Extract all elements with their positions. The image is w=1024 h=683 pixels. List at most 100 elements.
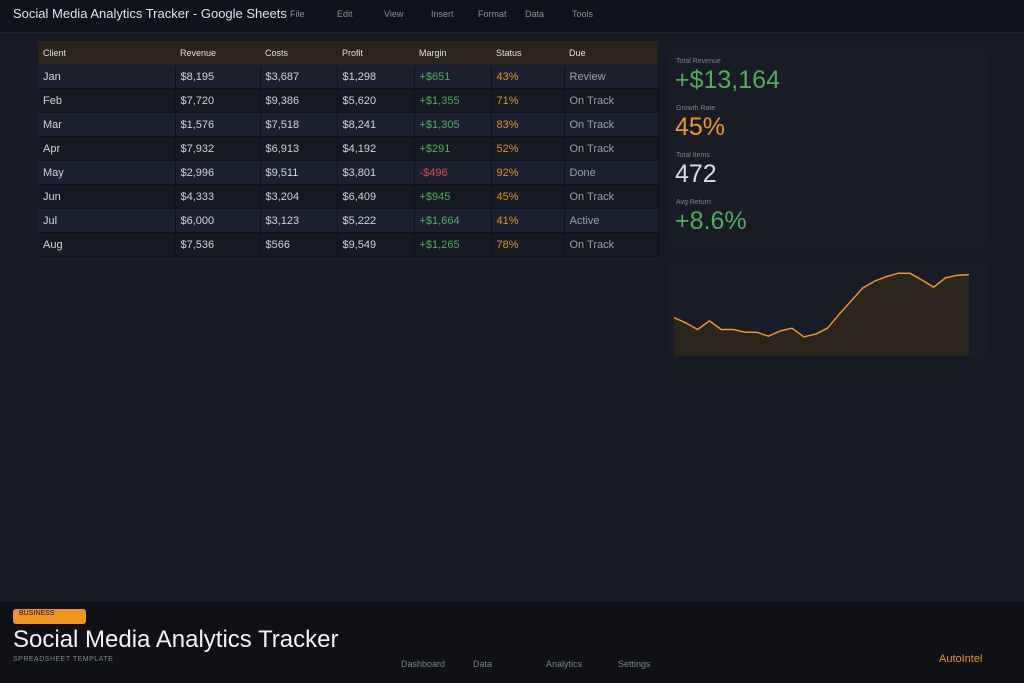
table-row: Jun $4,333 $3,204 $6,409 +$945 45% On Tr… xyxy=(38,184,659,209)
cell-revenue[interactable]: $4,333 xyxy=(175,184,261,209)
header-due[interactable]: Due xyxy=(564,41,658,65)
cell-due[interactable]: Review xyxy=(564,65,659,89)
cell-costs[interactable]: $7,518 xyxy=(260,112,338,137)
cell-status[interactable]: 52% xyxy=(491,136,565,161)
app-title: Social Media Analytics Tracker - Google … xyxy=(13,6,287,21)
stat-value-total-items: 472 xyxy=(675,160,717,188)
cell-client[interactable]: Aug xyxy=(38,232,176,257)
table-row: Jul $6,000 $3,123 $5,222 +$1,664 41% Act… xyxy=(38,208,659,233)
cell-costs[interactable]: $3,204 xyxy=(260,184,338,209)
cell-status[interactable]: 43% xyxy=(491,65,565,89)
nav-settings[interactable]: Settings xyxy=(618,659,651,669)
header-margin[interactable]: Margin xyxy=(414,41,491,65)
data-table: Client Revenue Costs Profit Margin Statu… xyxy=(38,41,659,257)
chart-series-line xyxy=(673,272,970,338)
cell-margin[interactable]: +$651 xyxy=(414,65,492,89)
header-costs[interactable]: Costs xyxy=(260,41,337,65)
cell-costs[interactable]: $9,386 xyxy=(260,88,338,113)
stat-value-total-revenue: +$13,164 xyxy=(675,66,780,94)
cell-profit[interactable]: $5,222 xyxy=(337,208,415,233)
cell-status[interactable]: 83% xyxy=(491,112,565,137)
cell-client[interactable]: Jul xyxy=(38,208,176,233)
cell-due[interactable]: On Track xyxy=(564,88,659,113)
table-row: Feb $7,720 $9,386 $5,620 +$1,355 71% On … xyxy=(38,88,659,113)
cell-revenue[interactable]: $7,932 xyxy=(175,136,261,161)
cell-status[interactable]: 45% xyxy=(491,184,565,209)
menu-format[interactable]: Format xyxy=(478,9,507,19)
cell-margin[interactable]: +$1,355 xyxy=(414,88,492,113)
cell-client[interactable]: May xyxy=(38,160,176,185)
cell-costs[interactable]: $566 xyxy=(260,232,338,257)
cell-due[interactable]: Active xyxy=(564,208,659,233)
footer-title: Social Media Analytics Tracker xyxy=(13,626,339,653)
cell-status[interactable]: 78% xyxy=(491,232,565,257)
title-bar: Social Media Analytics Tracker - Google … xyxy=(0,0,1024,33)
menu-tools[interactable]: Tools xyxy=(572,9,594,19)
table-row: Jan $8,195 $3,687 $1,298 +$651 43% Revie… xyxy=(38,65,659,89)
cell-profit[interactable]: $1,298 xyxy=(337,65,415,89)
nav-dashboard[interactable]: Dashboard xyxy=(401,659,446,669)
brand-logo: AutoIntel xyxy=(939,653,983,665)
cell-client[interactable]: Feb xyxy=(38,88,176,113)
cell-revenue[interactable]: $7,720 xyxy=(175,88,261,113)
cell-profit[interactable]: $3,801 xyxy=(337,160,415,185)
stat-label-total-items: Total Items xyxy=(676,152,710,159)
header-profit[interactable]: Profit xyxy=(337,41,414,65)
stat-label-avg-return: Avg Return xyxy=(676,199,711,206)
menu-insert[interactable]: Insert xyxy=(431,9,454,19)
nav-analytics[interactable]: Analytics xyxy=(546,659,583,669)
table-row: Aug $7,536 $566 $9,549 +$1,265 78% On Tr… xyxy=(38,232,659,257)
cell-costs[interactable]: $3,123 xyxy=(260,208,338,233)
footer-subtitle: SPREADSHEET TEMPLATE xyxy=(13,656,114,663)
cell-margin[interactable]: +$291 xyxy=(414,136,492,161)
cell-margin[interactable]: +$945 xyxy=(414,184,492,209)
cell-revenue[interactable]: $6,000 xyxy=(175,208,261,233)
cell-client[interactable]: Apr xyxy=(38,136,176,161)
cell-status[interactable]: 41% xyxy=(491,208,565,233)
cell-client[interactable]: Jun xyxy=(38,184,176,209)
cell-due[interactable]: On Track xyxy=(564,232,659,257)
cell-status[interactable]: 71% xyxy=(491,88,565,113)
header-status[interactable]: Status xyxy=(491,41,564,65)
cell-profit[interactable]: $8,241 xyxy=(337,112,415,137)
cell-profit[interactable]: $4,192 xyxy=(337,136,415,161)
menu-edit[interactable]: Edit xyxy=(337,9,353,19)
cell-due[interactable]: On Track xyxy=(564,112,659,137)
cell-revenue[interactable]: $1,576 xyxy=(175,112,261,137)
menu-view[interactable]: View xyxy=(384,9,404,19)
category-badge: BUSINESS xyxy=(13,609,86,624)
stats-panel: Total Revenue +$13,164 Growth Rate 45% T… xyxy=(668,50,989,246)
table-row: May $2,996 $9,511 $3,801 -$496 92% Done xyxy=(38,160,659,185)
footer: BUSINESS Social Media Analytics Tracker … xyxy=(0,602,1024,683)
nav-data[interactable]: Data xyxy=(473,659,493,669)
cell-profit[interactable]: $5,620 xyxy=(337,88,415,113)
cell-status[interactable]: 92% xyxy=(491,160,565,185)
cell-margin[interactable]: +$1,664 xyxy=(414,208,492,233)
cell-profit[interactable]: $9,549 xyxy=(337,232,415,257)
cell-revenue[interactable]: $8,195 xyxy=(175,65,261,89)
menu-file[interactable]: File xyxy=(290,9,305,19)
stat-label-growth-rate: Growth Rate xyxy=(676,105,716,112)
header-client[interactable]: Client xyxy=(38,41,175,65)
cell-margin[interactable]: +$1,305 xyxy=(414,112,492,137)
stat-label-total-revenue: Total Revenue xyxy=(676,58,721,65)
cell-margin[interactable]: +$1,265 xyxy=(414,232,492,257)
cell-costs[interactable]: $3,687 xyxy=(260,65,338,89)
trend-chart xyxy=(668,264,989,358)
cell-costs[interactable]: $6,913 xyxy=(260,136,338,161)
cell-due[interactable]: On Track xyxy=(564,136,659,161)
cell-revenue[interactable]: $2,996 xyxy=(175,160,261,185)
cell-revenue[interactable]: $7,536 xyxy=(175,232,261,257)
stat-value-growth-rate: 45% xyxy=(675,113,726,141)
menu-data[interactable]: Data xyxy=(525,9,545,19)
header-revenue[interactable]: Revenue xyxy=(175,41,260,65)
chart-area-fill xyxy=(674,273,969,356)
cell-client[interactable]: Jan xyxy=(38,65,176,89)
cell-client[interactable]: Mar xyxy=(38,112,176,137)
cell-due[interactable]: On Track xyxy=(564,184,659,209)
cell-margin[interactable]: -$496 xyxy=(414,160,492,185)
cell-profit[interactable]: $6,409 xyxy=(337,184,415,209)
trend-chart-svg xyxy=(673,272,970,356)
cell-costs[interactable]: $9,511 xyxy=(260,160,338,185)
cell-due[interactable]: Done xyxy=(564,160,659,185)
